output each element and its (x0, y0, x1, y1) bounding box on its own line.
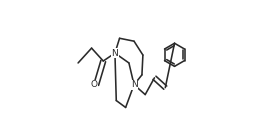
Text: O: O (91, 80, 98, 89)
Text: N: N (131, 80, 137, 89)
Text: N: N (111, 49, 118, 58)
